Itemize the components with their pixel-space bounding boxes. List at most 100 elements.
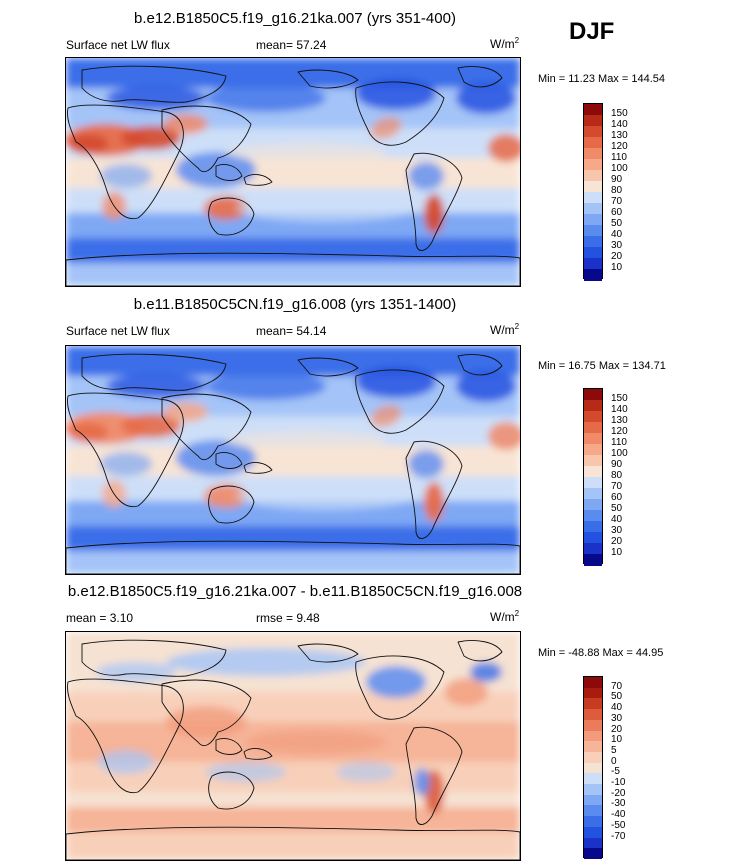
colorbar-swatch <box>584 400 602 412</box>
colorbar-swatch <box>584 677 602 689</box>
colorbar-label: 5 <box>611 744 617 756</box>
colorbar-swatch <box>584 762 602 774</box>
colorbar-swatch <box>584 126 602 138</box>
colorbar-swatch <box>584 411 602 423</box>
colorbar-swatch <box>584 751 602 764</box>
panel2-mean: mean= 54.14 <box>256 324 326 338</box>
panel2-variable: Surface net LW flux <box>66 324 170 338</box>
colorbar-label: 40 <box>611 514 623 525</box>
colorbar-label: 140 <box>611 119 628 130</box>
colorbar-swatch <box>584 532 602 544</box>
panel3-title: b.e12.B1850C5.f19_g16.21ka.007 - b.e11.B… <box>67 583 523 600</box>
colorbar-label: 20 <box>611 723 623 735</box>
colorbar-label: 130 <box>611 415 628 426</box>
colorbar-swatch <box>584 104 602 116</box>
colorbar-label: 30 <box>611 525 623 536</box>
panel2-units-base: W/m <box>490 323 515 337</box>
colorbar-label: 10 <box>611 734 623 746</box>
colorbar-label: 80 <box>611 470 623 481</box>
colorbar-swatch <box>584 837 602 849</box>
colorbar-swatch <box>584 247 602 259</box>
colorbar-label: 50 <box>611 503 623 514</box>
colorbar-swatch <box>584 805 602 817</box>
colorbar-swatch <box>584 477 602 489</box>
colorbar-label: 80 <box>611 185 623 196</box>
panel1-title: b.e12.B1850C5.f19_g16.21ka.007 (yrs 351-… <box>134 10 456 27</box>
colorbar-label: 70 <box>611 680 623 692</box>
colorbar-label: 60 <box>611 492 623 503</box>
panel2-minmax: Min = 16.75 Max = 134.71 <box>538 360 666 372</box>
colorbar-label: -20 <box>611 787 626 799</box>
colorbar-box <box>583 103 603 281</box>
colorbar-swatch <box>584 203 602 215</box>
colorbar-swatch <box>584 719 602 732</box>
colorbar-swatch <box>584 236 602 248</box>
colorbar-swatch <box>584 225 602 237</box>
colorbar-swatch <box>584 741 602 753</box>
season-label: DJF <box>569 18 615 45</box>
colorbar-swatch <box>584 698 602 710</box>
panel3-mean-label: mean = <box>66 611 107 625</box>
colorbar-swatch <box>584 826 602 839</box>
colorbar-swatch <box>584 115 602 127</box>
colorbar-label: 150 <box>611 393 628 404</box>
colorbar-swatch <box>584 148 602 160</box>
colorbar-label: 70 <box>611 196 623 207</box>
colorbar-swatch <box>584 521 602 533</box>
colorbar-label: 10 <box>611 547 623 558</box>
colorbar-label: 20 <box>611 251 623 262</box>
colorbar-swatch <box>584 543 602 555</box>
colorbar-label: 110 <box>611 152 627 163</box>
colorbar-label: -50 <box>611 819 626 831</box>
map-21ka-field <box>66 58 520 286</box>
colorbar-swatch <box>584 137 602 149</box>
panel1-mean: mean= 57.24 <box>256 38 326 52</box>
colorbar-label: 60 <box>611 207 623 218</box>
colorbar-swatch <box>584 773 602 785</box>
colorbar-swatch <box>584 499 602 511</box>
panel1-units: W/m2 <box>490 36 519 51</box>
colorbar-swatch <box>584 816 602 828</box>
map-difference-field <box>66 632 520 860</box>
colorbar-label: 140 <box>611 404 628 415</box>
panel2-units-exp: 2 <box>514 322 520 331</box>
panel1-minmax: Min = 11.23 Max = 144.54 <box>538 73 665 85</box>
panel3-units-exp: 2 <box>514 609 520 618</box>
colorbar-label: 150 <box>611 108 628 119</box>
panel1-variable: Surface net LW flux <box>66 38 170 52</box>
panel2-title: b.e11.B1850C5CN.f19_g16.008 (yrs 1351-14… <box>133 296 457 313</box>
colorbar-swatch <box>584 389 602 401</box>
panel3-rmse: rmse = 9.48 <box>256 611 320 625</box>
panel2-mean-value: 54.14 <box>296 324 327 338</box>
colorbar-swatch <box>584 687 602 699</box>
colorbar-swatch <box>584 269 602 281</box>
colorbar-swatch <box>584 433 602 445</box>
colorbar-label: 100 <box>611 163 628 174</box>
colorbar-swatch <box>584 214 602 226</box>
colorbar-label: -40 <box>611 809 626 821</box>
colorbar-swatch <box>584 159 602 171</box>
panel3-rmse-value: 9.48 <box>296 611 320 625</box>
colorbar-label: -5 <box>611 766 620 778</box>
colorbar-label: 40 <box>611 229 623 240</box>
colorbar-box <box>583 388 603 566</box>
colorbar-label: 90 <box>611 174 623 185</box>
colorbar-swatch <box>584 181 602 193</box>
colorbar-label: 130 <box>611 130 628 141</box>
colorbar-label: 70 <box>611 481 623 492</box>
colorbar-label: 30 <box>611 240 623 251</box>
colorbar-swatch <box>584 170 602 182</box>
colorbar-swatch <box>584 784 602 796</box>
panel3-units: W/m2 <box>490 609 519 624</box>
colorbar-box <box>583 676 603 860</box>
panel3-minmax: Min = -48.88 Max = 44.95 <box>538 647 664 659</box>
map-preindustrial <box>65 345 521 575</box>
colorbar-label: -10 <box>611 777 626 789</box>
colorbar-swatch <box>584 730 602 742</box>
colorbar-swatch <box>584 794 602 806</box>
panel2-units: W/m2 <box>490 322 519 337</box>
panel3-units-base: W/m <box>490 610 515 624</box>
colorbar-swatch <box>584 466 602 478</box>
panel1-mean-value: 57.24 <box>296 38 327 52</box>
colorbar-swatch <box>584 192 602 204</box>
